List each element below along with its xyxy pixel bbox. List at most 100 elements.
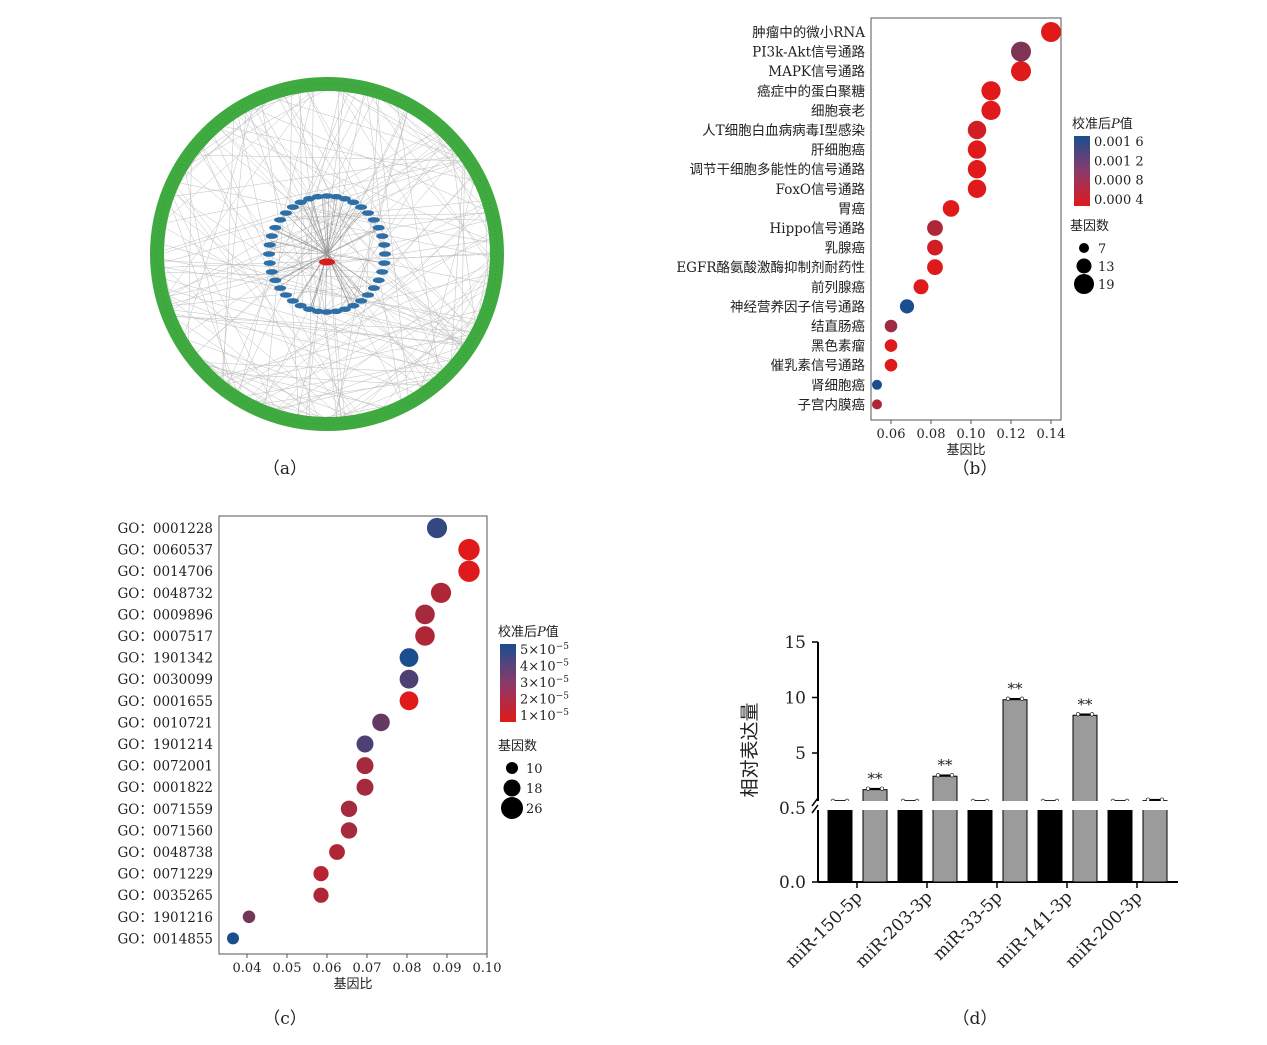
bubble-point [356, 757, 374, 775]
inner-node [321, 193, 333, 199]
network-edge [372, 217, 494, 221]
inner-node [367, 217, 380, 223]
x-tick-label: 0.04 [233, 961, 262, 976]
network-edge [273, 230, 328, 255]
network-edge [272, 253, 328, 274]
network-edge [333, 83, 497, 264]
bubble-point [967, 140, 987, 159]
category-label: 前列腺癌 [811, 279, 865, 296]
bubble-point [313, 887, 329, 903]
size-legend-label: 13 [1098, 260, 1115, 275]
network-edge [167, 312, 451, 372]
network-edge [169, 189, 280, 418]
network-edge [215, 125, 468, 351]
network-edge [365, 88, 497, 272]
network-edge [280, 90, 385, 247]
network-edge [275, 91, 334, 197]
category-label: GO：0035265 [118, 888, 213, 904]
category-label: 胃癌 [838, 201, 865, 217]
data-point [1145, 797, 1151, 802]
colorbar-title-part: P [536, 625, 546, 640]
network-edge [269, 140, 455, 265]
outer-node-ring-texture [156, 83, 498, 425]
colorbar-tick-label: 1×10−5 [520, 708, 569, 724]
category-label: GO：0014706 [118, 564, 213, 580]
bar-treated [1072, 714, 1098, 883]
bubble-point [430, 582, 452, 603]
inner-node [378, 260, 391, 266]
bubble-point [458, 560, 480, 582]
data-point [1159, 797, 1165, 802]
network-edge [236, 110, 367, 212]
inner-node [294, 199, 307, 206]
network-edge [250, 279, 496, 407]
bubble-point [981, 81, 1001, 101]
x-tick-label: 0.08 [917, 427, 946, 442]
colorbar-tick-exponent: −5 [556, 692, 570, 702]
network-edge [259, 104, 408, 411]
inner-node [269, 277, 282, 284]
network-edge [171, 185, 352, 423]
panel-c-go-bubble-chart: GO：0001228 GO：0060537 GO：0014706 GO：0048732… [118, 515, 570, 992]
x-tick-label: 0.07 [353, 961, 382, 976]
network-edge [374, 171, 476, 288]
network-edge [369, 292, 449, 374]
category-label: EGFR酪氨酸激酶抑制剂耐药性 [676, 260, 865, 276]
network-edge [297, 86, 338, 424]
colorbar-tick-label: 0.001 2 [1094, 154, 1144, 169]
category-label: 催乳素信号通路 [771, 358, 866, 374]
bubble-point [967, 120, 987, 140]
data-point [1005, 696, 1011, 701]
colorbar-title-part: 校准后 [1072, 116, 1111, 132]
network-edge [229, 229, 496, 394]
network-edge [294, 144, 457, 303]
panel-b-kegg-bubble-chart: 肿瘤中的微小RNA PI3k-Akt信号通路 MAPK信号通路癌症中的蛋白聚糖细胞衰… [676, 17, 1144, 458]
category-label: GO：0072001 [118, 759, 213, 775]
significance-label: ** [938, 756, 954, 774]
network-edge [199, 141, 322, 424]
network-edge [279, 200, 489, 222]
bubble-point [399, 669, 419, 689]
network-edge [190, 355, 305, 423]
x-tick-label: 0.12 [997, 427, 1026, 442]
inner-node [269, 224, 282, 231]
bar-treated [932, 775, 958, 883]
network-edge [157, 260, 382, 273]
data-point [1075, 712, 1081, 717]
bar-control [827, 801, 853, 883]
category-label: GO：1901214 [118, 737, 213, 753]
colorbar-tick-exponent: −5 [556, 659, 570, 669]
bubble-point [242, 910, 256, 924]
inner-node [378, 242, 391, 248]
network-edge [350, 273, 496, 308]
network-inner-edges [268, 195, 385, 313]
inner-node [355, 298, 368, 304]
bubble-point [1011, 61, 1031, 82]
category-label: PI3k-Akt信号通路 [752, 45, 865, 61]
network-edge [195, 145, 284, 293]
bubble-point [399, 648, 419, 667]
bubble-point [942, 200, 960, 217]
network-edge [355, 105, 410, 305]
network-edge [236, 109, 270, 258]
bubble-point [927, 239, 943, 256]
category-label: GO：0071229 [118, 867, 213, 883]
category-label: GO：0007517 [118, 629, 213, 645]
y-axis-label: 相对表达量 [739, 702, 761, 797]
colorbar-tick-label: 3×10−5 [520, 675, 569, 691]
category-label: 癌症中的蛋白聚糖 [757, 84, 865, 100]
network-edge [375, 90, 410, 404]
network-edge [159, 224, 305, 308]
network-edge [249, 206, 491, 406]
x-tick-label: 0.08 [393, 961, 422, 976]
network-edge [222, 111, 235, 389]
x-axis-label: 基因比 [333, 977, 372, 992]
network-edge [270, 240, 328, 255]
network-edge [323, 369, 452, 425]
bubble-point [415, 626, 435, 646]
bubble-point [458, 538, 480, 561]
bubble-point [981, 100, 1001, 120]
network-edge [275, 253, 328, 282]
category-label: GO：0009896 [118, 607, 213, 623]
size-legend-bubble [506, 762, 518, 774]
